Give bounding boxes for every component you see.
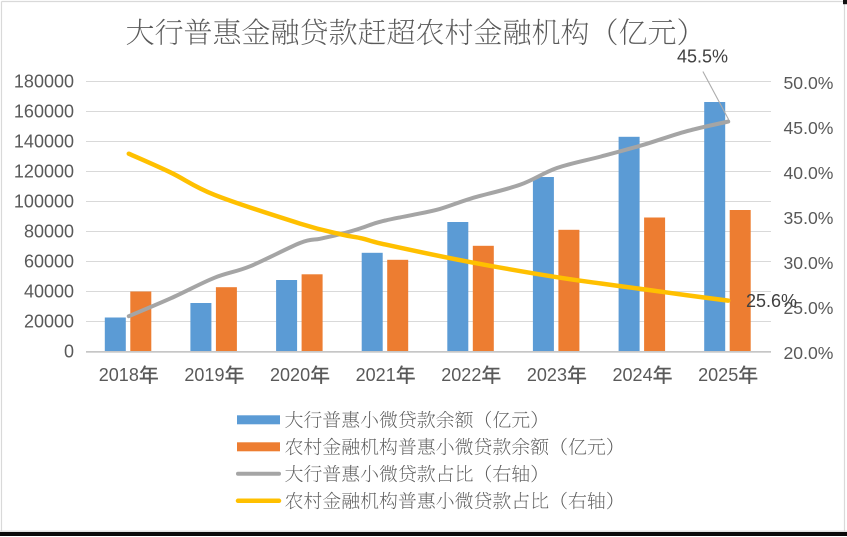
svg-text:2018: 2018	[99, 365, 139, 385]
svg-text:40000: 40000	[24, 281, 74, 301]
svg-text:25.0%: 25.0%	[784, 298, 834, 318]
svg-text:2020: 2020	[270, 365, 310, 385]
svg-text:2021: 2021	[356, 365, 396, 385]
svg-text:20000: 20000	[24, 311, 74, 331]
svg-text:160000: 160000	[14, 101, 74, 121]
svg-text:60000: 60000	[24, 251, 74, 271]
svg-text:2022: 2022	[441, 365, 481, 385]
svg-text:140000: 140000	[14, 131, 74, 151]
svg-text:80000: 80000	[24, 221, 74, 241]
svg-text:40.0%: 40.0%	[784, 163, 834, 183]
svg-text:35.0%: 35.0%	[784, 208, 834, 228]
svg-text:30.0%: 30.0%	[784, 253, 834, 273]
svg-text:45.5%: 45.5%	[677, 47, 728, 67]
svg-text:2023: 2023	[527, 365, 567, 385]
svg-text:45.0%: 45.0%	[784, 118, 834, 138]
svg-text:25.6%: 25.6%	[746, 291, 797, 311]
svg-text:2024: 2024	[613, 365, 653, 385]
svg-text:2019: 2019	[184, 365, 224, 385]
svg-text:180000: 180000	[14, 71, 74, 91]
svg-text:2025: 2025	[698, 365, 738, 385]
svg-text:50.0%: 50.0%	[784, 73, 834, 93]
svg-text:100000: 100000	[14, 191, 74, 211]
svg-text:20.0%: 20.0%	[784, 343, 834, 363]
svg-text:120000: 120000	[14, 161, 74, 181]
svg-text:0: 0	[64, 341, 74, 361]
